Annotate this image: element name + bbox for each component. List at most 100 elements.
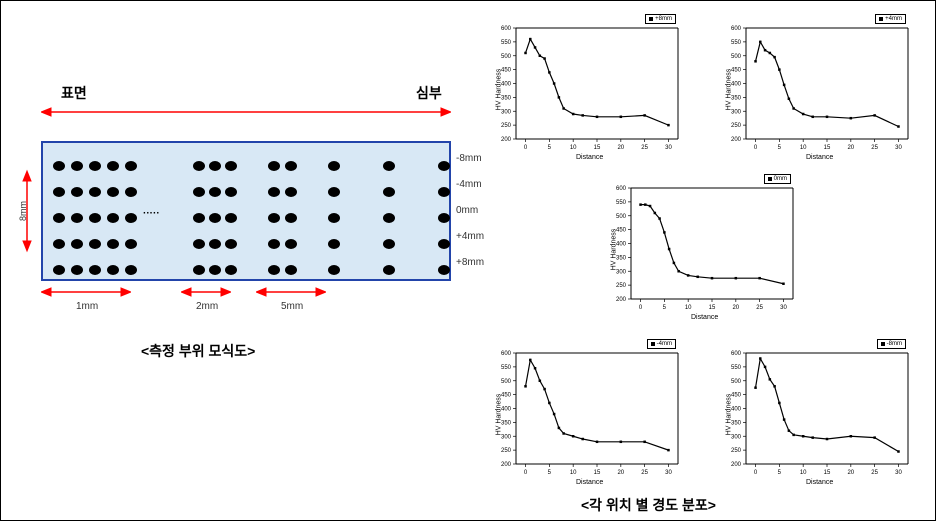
measurement-dot	[71, 187, 83, 197]
svg-text:25: 25	[871, 470, 878, 476]
measurement-dot	[209, 187, 221, 197]
measurement-dot	[225, 265, 237, 275]
svg-text:10: 10	[570, 145, 577, 151]
svg-text:15: 15	[594, 145, 601, 151]
svg-text:20: 20	[732, 305, 739, 311]
svg-text:15: 15	[594, 470, 601, 476]
svg-text:25: 25	[756, 305, 763, 311]
measurement-dot	[125, 187, 137, 197]
svg-text:25: 25	[641, 470, 648, 476]
measurement-dot	[107, 265, 119, 275]
measurement-dot	[383, 265, 395, 275]
measurement-dot	[53, 239, 65, 249]
svg-text:20: 20	[617, 470, 624, 476]
measurement-dot	[53, 265, 65, 275]
vert-spacing-label: 8mm	[18, 201, 28, 221]
measurement-dot	[438, 161, 450, 171]
y-axis-label: HV Hardness	[495, 69, 502, 111]
svg-text:400: 400	[731, 82, 742, 88]
svg-text:30: 30	[895, 145, 902, 151]
x-axis-label: Distance	[576, 154, 603, 161]
chart-legend: -4mm	[647, 339, 676, 349]
measurement-dot	[225, 239, 237, 249]
svg-text:15: 15	[824, 470, 831, 476]
svg-text:600: 600	[501, 351, 512, 357]
measurement-dot	[438, 187, 450, 197]
svg-text:250: 250	[616, 283, 627, 289]
svg-text:300: 300	[501, 109, 512, 115]
svg-text:300: 300	[731, 109, 742, 115]
measurement-dot	[209, 213, 221, 223]
svg-text:250: 250	[501, 123, 512, 129]
chart-legend: 0mm	[764, 174, 791, 184]
svg-text:15: 15	[824, 145, 831, 151]
measurement-dot	[53, 187, 65, 197]
measurement-grid-box: ·····	[41, 141, 451, 281]
measurement-dot	[328, 239, 340, 249]
measurement-dot	[438, 213, 450, 223]
svg-text:250: 250	[731, 448, 742, 454]
measurement-dot	[209, 239, 221, 249]
svg-text:500: 500	[731, 54, 742, 60]
measurement-dot	[125, 239, 137, 249]
top-arrow	[41, 106, 451, 118]
measurement-dot	[285, 161, 297, 171]
svg-text:10: 10	[800, 470, 807, 476]
svg-text:600: 600	[501, 26, 512, 32]
svg-text:450: 450	[731, 68, 742, 74]
x-axis-label: Distance	[576, 479, 603, 486]
svg-text:550: 550	[501, 365, 512, 371]
svg-text:200: 200	[731, 137, 742, 143]
x-axis-label: Distance	[806, 479, 833, 486]
svg-text:300: 300	[501, 434, 512, 440]
y-axis-label: HV Hardness	[725, 394, 732, 436]
measurement-dot	[383, 213, 395, 223]
svg-text:30: 30	[780, 305, 787, 311]
svg-text:450: 450	[501, 393, 512, 399]
measurement-dot	[225, 187, 237, 197]
svg-text:25: 25	[871, 145, 878, 151]
hardness-chart: +4mm200250300350400450500550600051015202…	[716, 16, 916, 161]
measurement-dot	[107, 187, 119, 197]
svg-text:0: 0	[524, 145, 528, 151]
dim-label-0: 1mm	[76, 301, 98, 312]
x-axis-label: Distance	[806, 154, 833, 161]
measurement-dot	[107, 239, 119, 249]
measurement-dot	[71, 265, 83, 275]
distribution-caption: <각 위치 별 경도 분포>	[581, 495, 716, 515]
svg-text:0: 0	[524, 470, 528, 476]
row-label-2: 0mm	[456, 205, 478, 216]
measurement-dot	[285, 239, 297, 249]
measurement-dot	[328, 213, 340, 223]
svg-text:200: 200	[501, 137, 512, 143]
svg-text:500: 500	[731, 379, 742, 385]
measurement-dot	[285, 187, 297, 197]
svg-text:10: 10	[800, 145, 807, 151]
measurement-dot	[225, 213, 237, 223]
measurement-dot	[193, 161, 205, 171]
measurement-dot	[125, 213, 137, 223]
y-axis-label: HV Hardness	[495, 394, 502, 436]
measurement-dot	[383, 187, 395, 197]
svg-text:30: 30	[665, 470, 672, 476]
hardness-chart: -4mm200250300350400450500550600051015202…	[486, 341, 686, 486]
measurement-dot	[193, 239, 205, 249]
svg-text:30: 30	[665, 145, 672, 151]
svg-text:550: 550	[731, 365, 742, 371]
hardness-chart: 0mm2002503003504004505005506000510152025…	[601, 176, 801, 321]
svg-text:600: 600	[731, 351, 742, 357]
svg-text:450: 450	[501, 68, 512, 74]
x-axis-label: Distance	[691, 314, 718, 321]
svg-text:400: 400	[501, 82, 512, 88]
measurement-dot	[193, 265, 205, 275]
svg-text:250: 250	[731, 123, 742, 129]
measurement-dot	[107, 161, 119, 171]
svg-text:250: 250	[501, 448, 512, 454]
svg-text:25: 25	[641, 145, 648, 151]
measurement-dot	[328, 187, 340, 197]
measurement-dot	[193, 187, 205, 197]
dim-label-1: 2mm	[196, 301, 218, 312]
measurement-dot	[89, 213, 101, 223]
measurement-dot	[89, 265, 101, 275]
svg-text:5: 5	[548, 470, 552, 476]
